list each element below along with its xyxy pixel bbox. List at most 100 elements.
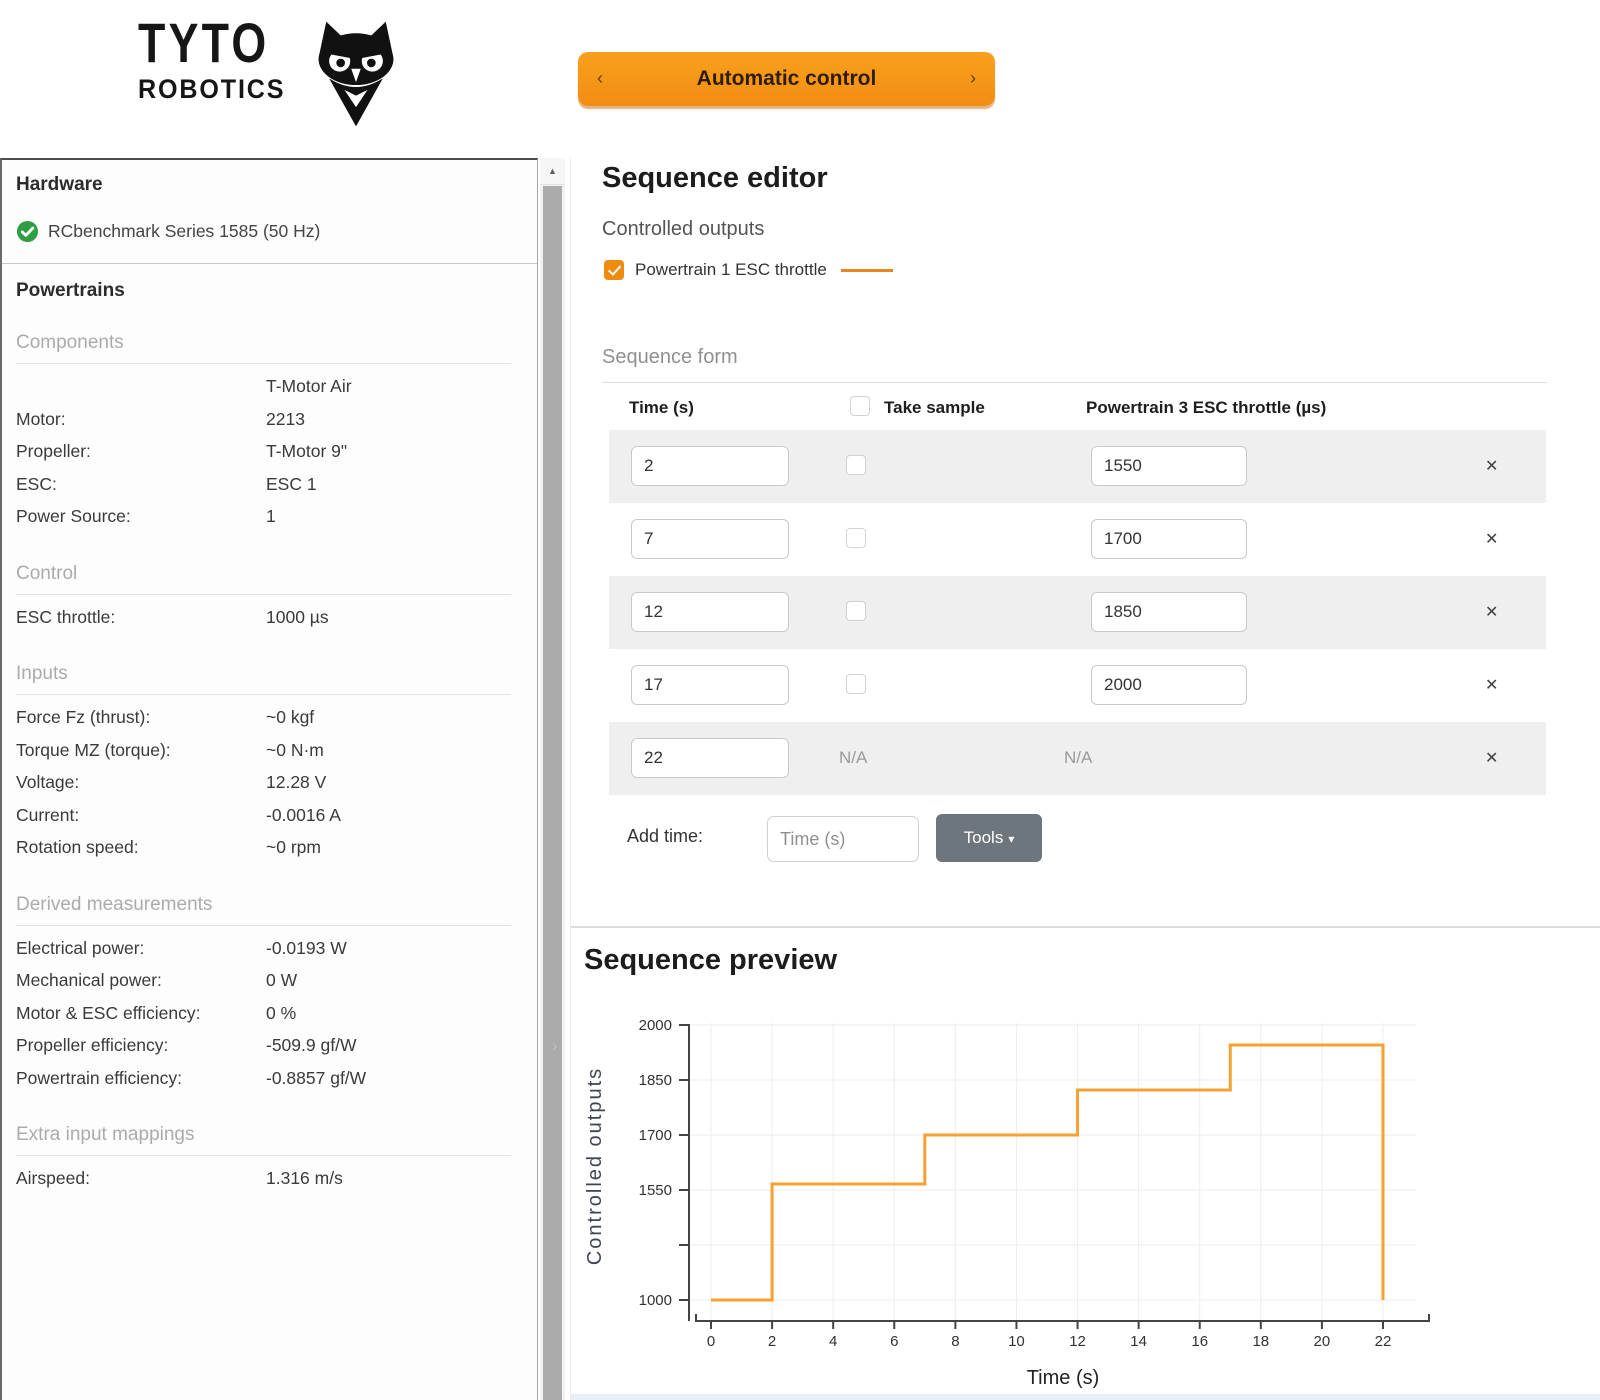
powertrain-output-label: Powertrain 1 ESC throttle	[635, 260, 827, 279]
add-time-input[interactable]	[767, 816, 919, 862]
take-sample-all-checkbox[interactable]	[850, 396, 870, 416]
measurement-value: ~0 N·m	[266, 739, 324, 760]
delete-row-button[interactable]: ✕	[1481, 452, 1502, 480]
sidebar-section-extra-inputs: Extra input mappings Airspeed: 1.316 m/s	[16, 1124, 521, 1195]
measurement-row: ESC: ESC 1	[16, 468, 521, 501]
svg-text:2000: 2000	[639, 1017, 672, 1034]
measurement-label: Voltage:	[16, 772, 80, 792]
divider	[16, 924, 511, 926]
divider	[16, 1155, 511, 1156]
controlled-outputs-label: Controlled outputs	[602, 218, 765, 240]
time-input[interactable]	[631, 446, 789, 486]
sequence-preview-title: Sequence preview	[584, 944, 838, 976]
svg-text:4: 4	[829, 1333, 837, 1350]
throttle-na-text: N/A	[1064, 748, 1093, 767]
throttle-input[interactable]	[1091, 592, 1247, 632]
measurement-label: Rotation speed:	[16, 837, 139, 857]
automatic-control-button[interactable]: ‹ Automatic control ›	[578, 52, 995, 106]
powertrain-output-checkbox[interactable]	[604, 260, 624, 280]
scrollbar-thumb[interactable]	[543, 186, 562, 1400]
measurement-label: Current:	[16, 804, 80, 825]
measurement-value: 1000 µs	[266, 606, 329, 627]
measurement-value: ~0 kgf	[266, 707, 315, 727]
take-sample-checkbox[interactable]	[846, 601, 866, 621]
measurement-label: Propeller:	[16, 441, 91, 461]
measurement-row: Current: -0.0016 A	[16, 799, 521, 832]
sequence-form-label: Sequence form	[602, 346, 738, 368]
svg-text:18: 18	[1252, 1333, 1269, 1350]
svg-text:1850: 1850	[639, 1072, 672, 1089]
svg-text:8: 8	[951, 1333, 959, 1350]
sidebar-section-derived: Derived measurements Electrical power: -…	[16, 894, 521, 1095]
measurement-label: ESC:	[16, 473, 57, 494]
measurement-row: Rotation speed: ~0 rpm	[16, 831, 521, 864]
measurement-value: 12.28 V	[266, 772, 327, 792]
section-title: Inputs	[16, 663, 68, 684]
owl-logo-icon	[318, 21, 394, 127]
logo-line-robotics: ROBOTICS	[138, 74, 286, 104]
measurement-value: T-Motor 9"	[266, 441, 348, 461]
scroll-up-arrow-icon[interactable]: ▲	[540, 158, 565, 185]
measurement-row: Voltage: 12.28 V	[16, 766, 521, 799]
measurement-label: Electrical power:	[16, 937, 145, 958]
delete-row-button[interactable]: ✕	[1481, 598, 1502, 626]
svg-text:2: 2	[768, 1333, 776, 1350]
delete-row-button[interactable]: ✕	[1481, 744, 1502, 772]
measurement-label: ESC throttle:	[16, 606, 116, 627]
measurement-value: 0 %	[266, 1002, 297, 1023]
time-input[interactable]	[631, 519, 789, 559]
take-sample-checkbox[interactable]	[846, 674, 866, 694]
time-input[interactable]	[631, 738, 789, 778]
next-tab-arrow-icon[interactable]: ›	[970, 68, 976, 88]
throttle-input[interactable]	[1091, 446, 1247, 486]
sidebar-scrollbar[interactable]: ▲	[540, 158, 565, 1400]
take-sample-checkbox[interactable]	[846, 528, 866, 548]
svg-text:1000: 1000	[639, 1292, 672, 1309]
svg-text:Time (s): Time (s)	[1027, 1367, 1100, 1389]
delete-row-button[interactable]: ✕	[1481, 525, 1502, 553]
throttle-column-header: Powertrain 3 ESC throttle (µs)	[1086, 398, 1327, 417]
powertrains-title: Powertrains	[16, 280, 125, 301]
prev-tab-arrow-icon[interactable]: ‹	[597, 68, 603, 88]
tyto-robotics-logo: TYTO ROBOTICS	[138, 15, 404, 130]
tools-dropdown-button[interactable]: Tools ▾	[936, 814, 1042, 862]
bottom-panel-edge	[571, 1394, 1600, 1400]
svg-text:1700: 1700	[639, 1127, 672, 1144]
time-column-header: Time (s)	[629, 398, 694, 417]
svg-text:0: 0	[707, 1333, 715, 1350]
output-checkbox-row: Powertrain 1 ESC throttle	[604, 260, 893, 280]
delete-row-button[interactable]: ✕	[1481, 671, 1502, 699]
measurement-value: ESC 1	[266, 473, 317, 494]
measurement-row: T-Motor Air	[16, 370, 521, 403]
sample-column-header: Take sample	[884, 398, 985, 417]
sequence-editor-title: Sequence editor	[602, 162, 828, 194]
divider	[16, 694, 511, 695]
throttle-input[interactable]	[1091, 519, 1247, 559]
time-input[interactable]	[631, 592, 789, 632]
measurement-row: Propeller: T-Motor 9"	[16, 435, 521, 468]
measurement-value: -0.0193 W	[266, 937, 347, 958]
measurement-row: Airspeed: 1.316 m/s	[16, 1162, 521, 1195]
take-sample-checkbox[interactable]	[846, 455, 866, 475]
table-header-row: Time (s) Take sample Powertrain 3 ESC th…	[609, 392, 1546, 428]
sequence-preview-chart: 1000 1550 1700 1850 2000 0 2 4 6 8 10 12 14 16 18 20 22 T…	[584, 1017, 1430, 1389]
measurement-label: Propeller efficiency:	[16, 1035, 169, 1055]
divider	[16, 363, 511, 364]
measurement-label: Powertrain efficiency:	[16, 1067, 183, 1088]
measurement-label: Motor:	[16, 408, 66, 429]
measurement-label: Force Fz (thrust):	[16, 707, 151, 727]
measurement-value: ~0 rpm	[266, 837, 321, 857]
logo-text: TYTO ROBOTICS	[138, 15, 302, 105]
throttle-input[interactable]	[1091, 665, 1247, 705]
automatic-control-label: Automatic control	[696, 67, 877, 90]
section-title: Control	[16, 562, 78, 584]
measurement-value: 1.316 m/s	[266, 1168, 343, 1188]
main-panel: Sequence editor Controlled outputs Power…	[570, 158, 1600, 1400]
sequence-table: ✕ ✕ ✕	[609, 430, 1546, 795]
measurement-value: T-Motor Air	[266, 376, 352, 396]
measurement-value: -509.9 gf/W	[266, 1035, 357, 1055]
sequence-table-row: N/A N/A ✕	[609, 722, 1546, 795]
sequence-table-row: ✕	[609, 576, 1546, 649]
time-input[interactable]	[631, 665, 789, 705]
panel-collapse-chevron-icon[interactable]: ›	[552, 1036, 558, 1055]
